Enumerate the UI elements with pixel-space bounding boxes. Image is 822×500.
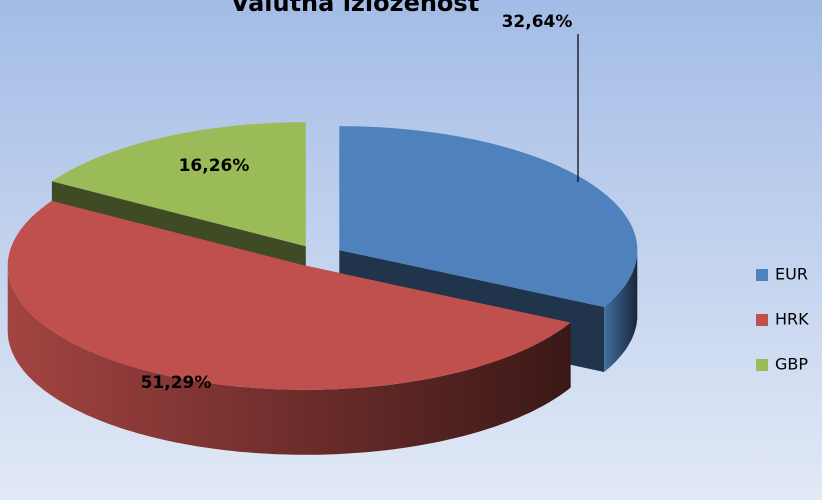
legend-label: GBP xyxy=(775,355,808,374)
data-label: 16,26% xyxy=(179,156,250,176)
legend-label: EUR xyxy=(775,265,808,284)
legend-swatch xyxy=(756,314,768,326)
slice xyxy=(339,126,638,307)
legend-swatch xyxy=(756,359,768,371)
data-label: 51,29% xyxy=(141,373,212,393)
legend-swatch xyxy=(756,269,768,281)
data-label: 32,64% xyxy=(502,12,573,32)
slice-side xyxy=(7,265,571,455)
chart-title: Valutna izloženost xyxy=(231,0,479,17)
slice xyxy=(51,122,306,247)
slice-side xyxy=(604,250,638,372)
legend-label: HRK xyxy=(775,310,809,329)
slice xyxy=(7,200,571,390)
pie-tops xyxy=(7,122,638,390)
